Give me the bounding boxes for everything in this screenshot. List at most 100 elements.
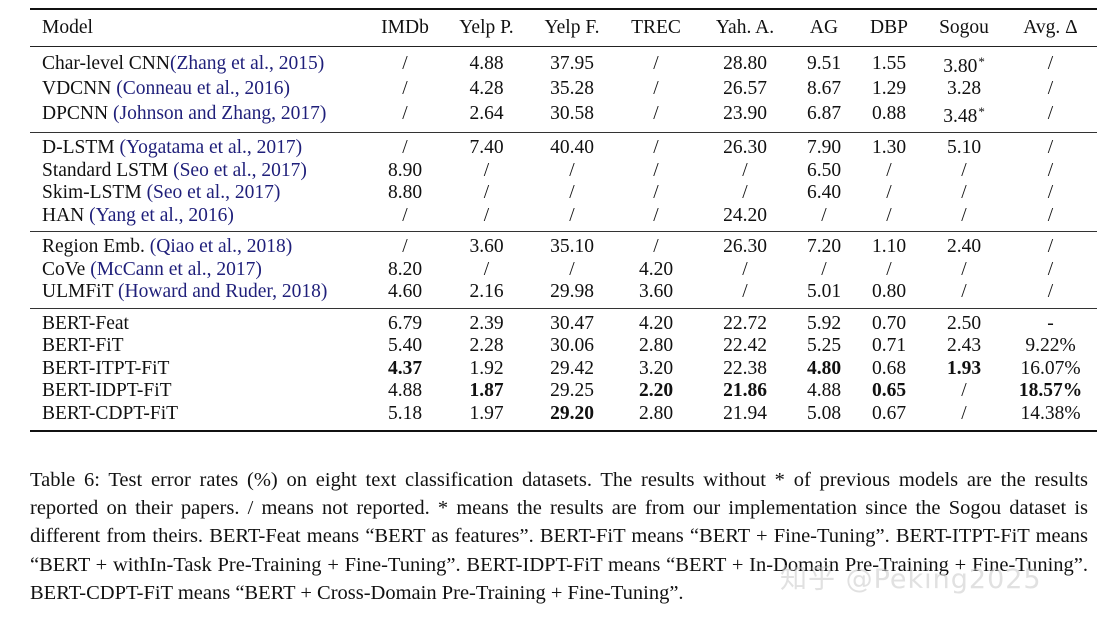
table-row: DPCNN (Johnson and Zhang, 2017) / 2.64 30.5… — [30, 100, 1097, 133]
value-cell: 2.28 — [445, 335, 528, 358]
value-cell: 3.28 — [924, 78, 1004, 101]
cell-value: / — [569, 204, 575, 226]
value-cell: 26.30 — [696, 133, 794, 160]
value-cell: / — [528, 182, 616, 205]
value-cell: / — [854, 182, 924, 205]
citation-link[interactable]: (McCann et al., 2017) — [90, 258, 262, 280]
value-cell: 0.71 — [854, 335, 924, 358]
model-name-cell: Skim-LSTM (Seo et al., 2017) — [30, 182, 365, 205]
cell-value: 0.80 — [871, 281, 907, 302]
value-cell: 4.80 — [794, 358, 854, 381]
value-cell: 1.55 — [854, 46, 924, 78]
value-cell: 6.87 — [794, 100, 854, 133]
value-cell: 22.42 — [696, 335, 794, 358]
cell-value: / — [961, 182, 967, 203]
cell-value: / — [483, 182, 490, 203]
cell-value: 5.25 — [806, 335, 842, 356]
value-cell: 1.87 — [445, 380, 528, 403]
citation-link[interactable]: (Yogatama et al., 2017) — [119, 137, 303, 158]
model-name-cell: D-LSTM (Yogatama et al., 2017) — [30, 133, 365, 160]
value-cell: 35.28 — [528, 78, 616, 101]
value-cell: 4.88 — [794, 380, 854, 403]
citation-link[interactable]: (Qiao et al., 2018) — [149, 236, 293, 257]
value-cell: 4.20 — [616, 308, 696, 335]
model-name-cell: BERT-IDPT-FiT — [30, 380, 365, 403]
citation-link[interactable]: (Seo et al., 2017) — [146, 182, 281, 203]
value-cell: 1.97 — [445, 402, 528, 432]
value-cell: / — [794, 259, 854, 282]
cell-value: 2.80 — [638, 335, 674, 356]
value-cell: 2.40 — [924, 232, 1004, 259]
value-cell: / — [445, 204, 528, 232]
cell-value: 21.94 — [723, 402, 767, 424]
citation-link[interactable]: (Conneau et al., 2016) — [116, 78, 291, 99]
citation-link[interactable]: (Yang et al., 2016) — [89, 204, 234, 226]
citation-link[interactable]: (Zhang et al., 2015) — [169, 53, 325, 74]
column-header-yah-a: Yah. A. — [696, 8, 794, 47]
cell-value: 40.40 — [550, 137, 594, 158]
model-name: CoVe — [42, 258, 86, 280]
value-cell: 8.80 — [365, 182, 445, 205]
cell-value: 2.50 — [946, 312, 982, 334]
table-group-2: D-LSTM (Yogatama et al., 2017)/7.40 40.40… — [30, 133, 1097, 232]
cell-value: / — [961, 281, 967, 302]
cell-value: / — [569, 258, 575, 280]
cell-value: / — [821, 258, 827, 280]
cell-value: 21.86 — [723, 380, 767, 401]
cell-value: 2.64 — [469, 103, 504, 124]
citation-link[interactable]: (Howard and Ruder, 2018) — [118, 281, 328, 302]
value-cell: 30.58 — [528, 100, 616, 133]
cell-value: / — [1047, 159, 1054, 181]
cell-value: 0.71 — [871, 335, 907, 356]
value-cell: / — [1004, 133, 1097, 160]
value-cell: 2.64 — [445, 100, 528, 133]
value-cell: / — [1004, 160, 1097, 183]
cell-value: / — [653, 137, 659, 158]
model-name-cell: BERT-Feat — [30, 308, 365, 335]
cell-value: 0.68 — [871, 357, 907, 379]
value-cell: 5.25 — [794, 335, 854, 358]
table-group-4: BERT-Feat 6.79 2.39 30.47 4.20 22.72 5.92 0.70 2… — [30, 308, 1097, 432]
cell-value: 29.98 — [550, 281, 594, 302]
value-cell: 1.92 — [445, 358, 528, 381]
cell-value: 8.67 — [806, 78, 842, 99]
cell-value: 1.92 — [469, 357, 504, 379]
value-cell: 3.80* — [924, 46, 1004, 78]
model-name: Region Emb. — [42, 236, 145, 257]
table-row: ULMFiT (Howard and Ruder, 2018) 4.60 2.16 2… — [30, 281, 1097, 309]
cell-value: / — [653, 159, 659, 181]
model-name: Char-level CNN — [42, 53, 170, 74]
model-name: BERT-IDPT-FiT — [42, 380, 172, 401]
value-cell: / — [616, 46, 696, 78]
value-cell: 3.60 — [616, 281, 696, 309]
value-cell: 26.30 — [696, 232, 794, 259]
cell-value: 22.72 — [723, 312, 767, 334]
value-cell: / — [365, 133, 445, 160]
table-row: BERT-CDPT-FiT 5.18 1.97 29.20 2.80 21.94 5.08 0… — [30, 402, 1097, 432]
value-cell: / — [528, 259, 616, 282]
cell-value: / — [1047, 182, 1054, 203]
citation-link[interactable]: (Johnson and Zhang, 2017) — [112, 103, 327, 124]
value-cell: 6.79 — [365, 308, 445, 335]
value-cell: 18.57% — [1004, 380, 1097, 403]
column-header-ag: AG — [794, 8, 854, 47]
cell-value: 5.08 — [806, 402, 842, 424]
table-group-1: Char-level CNN(Zhang et al., 2015) / 4.88 3… — [30, 46, 1097, 133]
cell-value: 30.06 — [550, 335, 594, 356]
value-cell: / — [1004, 281, 1097, 309]
value-cell: / — [365, 78, 445, 101]
citation-link[interactable]: (Seo et al., 2017) — [173, 159, 307, 181]
value-cell: / — [854, 204, 924, 232]
cell-value: - — [1047, 312, 1054, 334]
cell-value: 28.80 — [723, 53, 767, 74]
cell-value: / — [961, 159, 967, 181]
value-cell: 5.18 — [365, 402, 445, 432]
value-cell: / — [528, 204, 616, 232]
model-name: HAN — [42, 204, 85, 226]
cell-value: 3.80 — [943, 55, 978, 77]
table-header-row: Model IMDb Yelp P. Yelp F. TREC Yah. A. … — [30, 8, 1097, 47]
model-name: BERT-Feat — [42, 312, 129, 334]
cell-value: / — [742, 258, 748, 280]
model-name: Standard LSTM — [42, 159, 169, 181]
table-row: Skim-LSTM (Seo et al., 2017) 8.80 / / / / 6.40… — [30, 182, 1097, 205]
